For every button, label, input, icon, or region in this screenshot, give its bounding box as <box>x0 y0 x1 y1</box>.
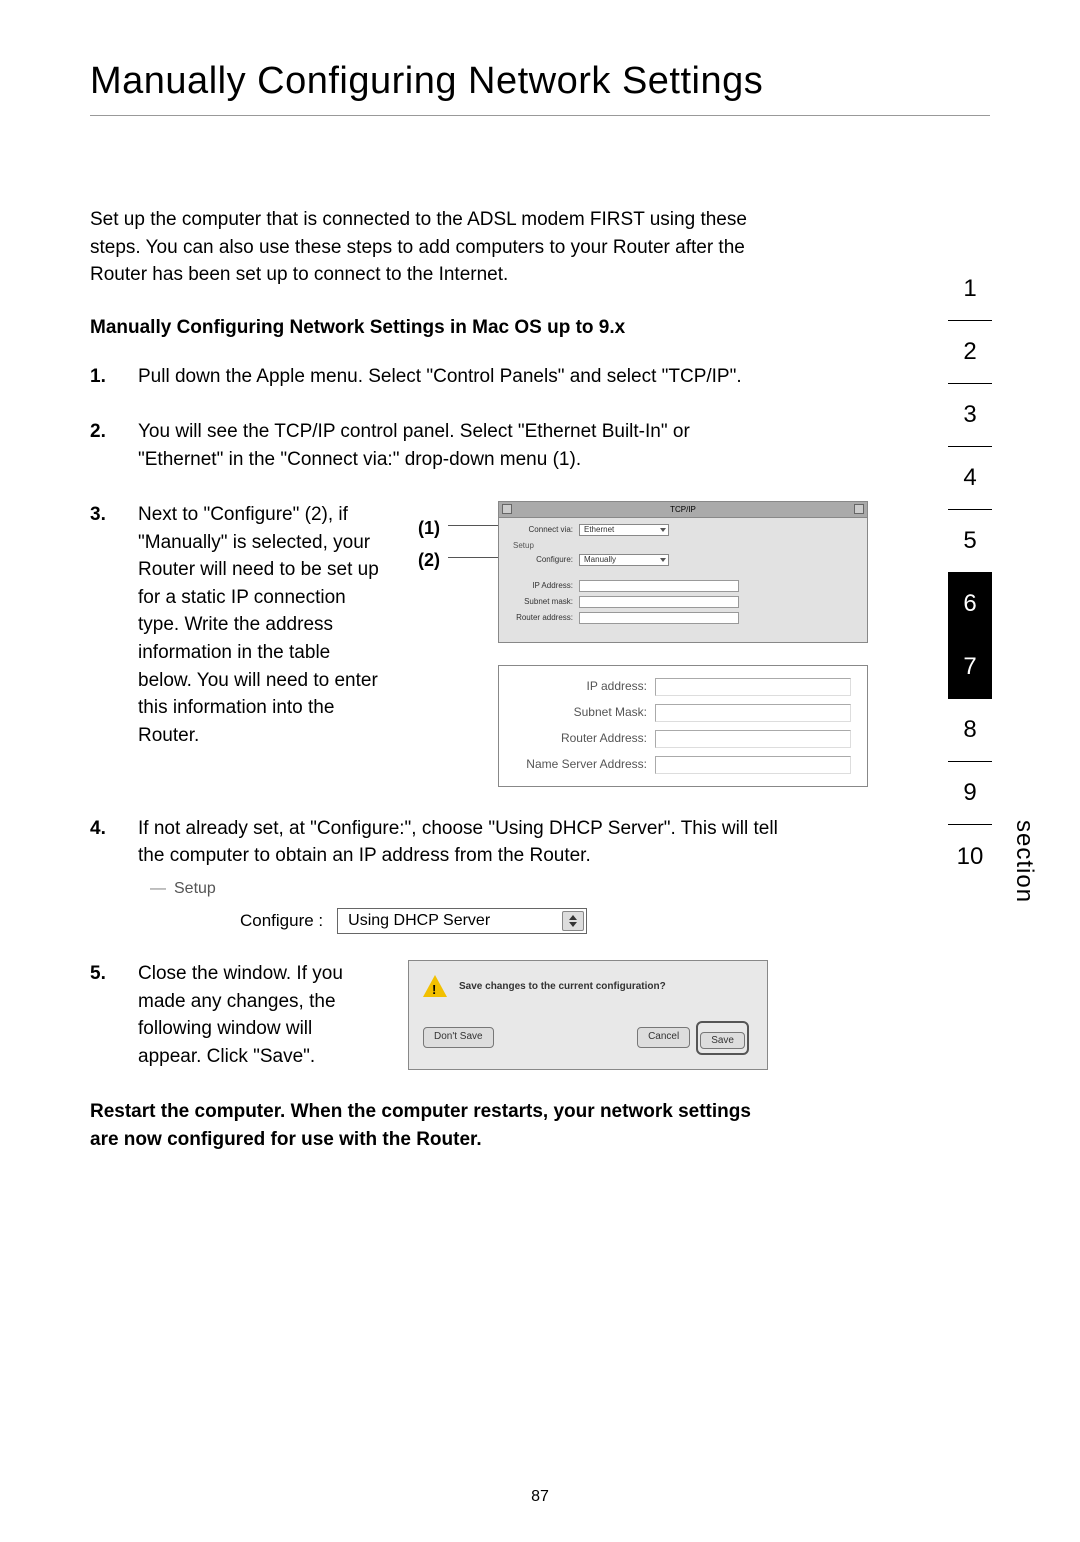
warning-icon: ! <box>423 975 447 999</box>
page-number: 87 <box>0 1488 1080 1506</box>
step-text: If not already set, at "Configure:", cho… <box>138 815 780 870</box>
addr-router-label: Router Address: <box>515 730 655 747</box>
step-number: 2. <box>90 418 138 473</box>
section-nav-item-6: 6 <box>948 573 992 636</box>
setup-group-label: Setup <box>174 880 216 898</box>
ip-address-field <box>579 580 739 592</box>
configure-label: Configure: <box>509 554 579 566</box>
connect-via-select: Ethernet <box>579 524 669 536</box>
section-nav-item-8: 8 <box>948 699 992 762</box>
setup-group-label: Setup <box>513 540 857 552</box>
section-nav: 12345678910 <box>948 258 992 888</box>
section-nav-item-9: 9 <box>948 762 992 825</box>
step-5: 5. Close the window. If you made any cha… <box>90 960 780 1070</box>
save-dialog-screenshot: ! Save changes to the current configurat… <box>408 960 768 1070</box>
section-label: section <box>1010 820 1038 903</box>
step-3: 3. Next to "Configure" (2), if "Manually… <box>90 501 780 787</box>
intro-paragraph: Set up the computer that is connected to… <box>90 206 780 289</box>
step-2: 2. You will see the TCP/IP control panel… <box>90 418 780 473</box>
addr-ns-field <box>655 756 851 774</box>
step-number: 1. <box>90 363 138 391</box>
configure-select: Manually <box>579 554 669 566</box>
addr-subnet-field <box>655 704 851 722</box>
step-number: 5. <box>90 960 138 1070</box>
addr-ip-label: IP address: <box>515 678 655 695</box>
page-title: Manually Configuring Network Settings <box>90 60 990 116</box>
section-nav-item-7: 7 <box>948 636 992 699</box>
callout-line <box>448 557 498 567</box>
section-nav-item-3: 3 <box>948 384 992 447</box>
router-address-field <box>579 612 739 624</box>
tcpip-panel-screenshot: TCP/IP Connect via: Ethernet Setup <box>498 501 868 643</box>
addr-ns-label: Name Server Address: <box>515 756 655 773</box>
configure-value: Using DHCP Server <box>348 912 490 929</box>
step-text: Close the window. If you made any change… <box>138 960 378 1070</box>
section-nav-item-2: 2 <box>948 321 992 384</box>
addr-router-field <box>655 730 851 748</box>
address-worksheet-table: IP address: Subnet Mask: Router Address: <box>498 665 868 787</box>
callout-2: (2) <box>412 547 440 573</box>
configure-label: Configure : <box>240 911 323 931</box>
dont-save-button: Don't Save <box>423 1027 494 1048</box>
configure-dhcp-screenshot: — Setup Configure : Using DHCP Server <box>150 880 780 934</box>
save-button: Save <box>700 1032 745 1049</box>
save-dialog-message: Save changes to the current configuratio… <box>459 980 666 995</box>
subnet-mask-label: Subnet mask: <box>509 596 579 608</box>
callout-line <box>448 525 498 535</box>
step-number: 3. <box>90 501 138 787</box>
step-text: Next to "Configure" (2), if "Manually" i… <box>138 501 388 787</box>
cancel-button: Cancel <box>637 1027 690 1048</box>
section-nav-item-10: 10 <box>948 825 992 888</box>
group-dash: — <box>150 880 166 898</box>
restart-instruction: Restart the computer. When the computer … <box>90 1098 780 1153</box>
step-number: 4. <box>90 815 138 870</box>
close-icon <box>502 504 512 514</box>
callout-1: (1) <box>412 515 440 541</box>
section-nav-item-1: 1 <box>948 258 992 321</box>
step-1: 1. Pull down the Apple menu. Select "Con… <box>90 363 780 391</box>
step-text: Pull down the Apple menu. Select "Contro… <box>138 363 780 391</box>
configure-dhcp-select: Using DHCP Server <box>337 908 587 934</box>
tcpip-titlebar: TCP/IP <box>499 502 867 518</box>
section-nav-item-5: 5 <box>948 510 992 573</box>
section-nav-item-4: 4 <box>948 447 992 510</box>
subnet-mask-field <box>579 596 739 608</box>
zoom-icon <box>854 504 864 514</box>
addr-ip-field <box>655 678 851 696</box>
router-address-label: Router address: <box>509 612 579 624</box>
updown-arrows-icon <box>562 911 584 931</box>
addr-subnet-label: Subnet Mask: <box>515 704 655 721</box>
subheading: Manually Configuring Network Settings in… <box>90 317 780 339</box>
connect-via-label: Connect via: <box>509 524 579 536</box>
tcpip-title: TCP/IP <box>670 504 696 516</box>
ip-address-label: IP Address: <box>509 580 579 592</box>
step-text: You will see the TCP/IP control panel. S… <box>138 418 780 473</box>
step-4: 4. If not already set, at "Configure:", … <box>90 815 780 870</box>
